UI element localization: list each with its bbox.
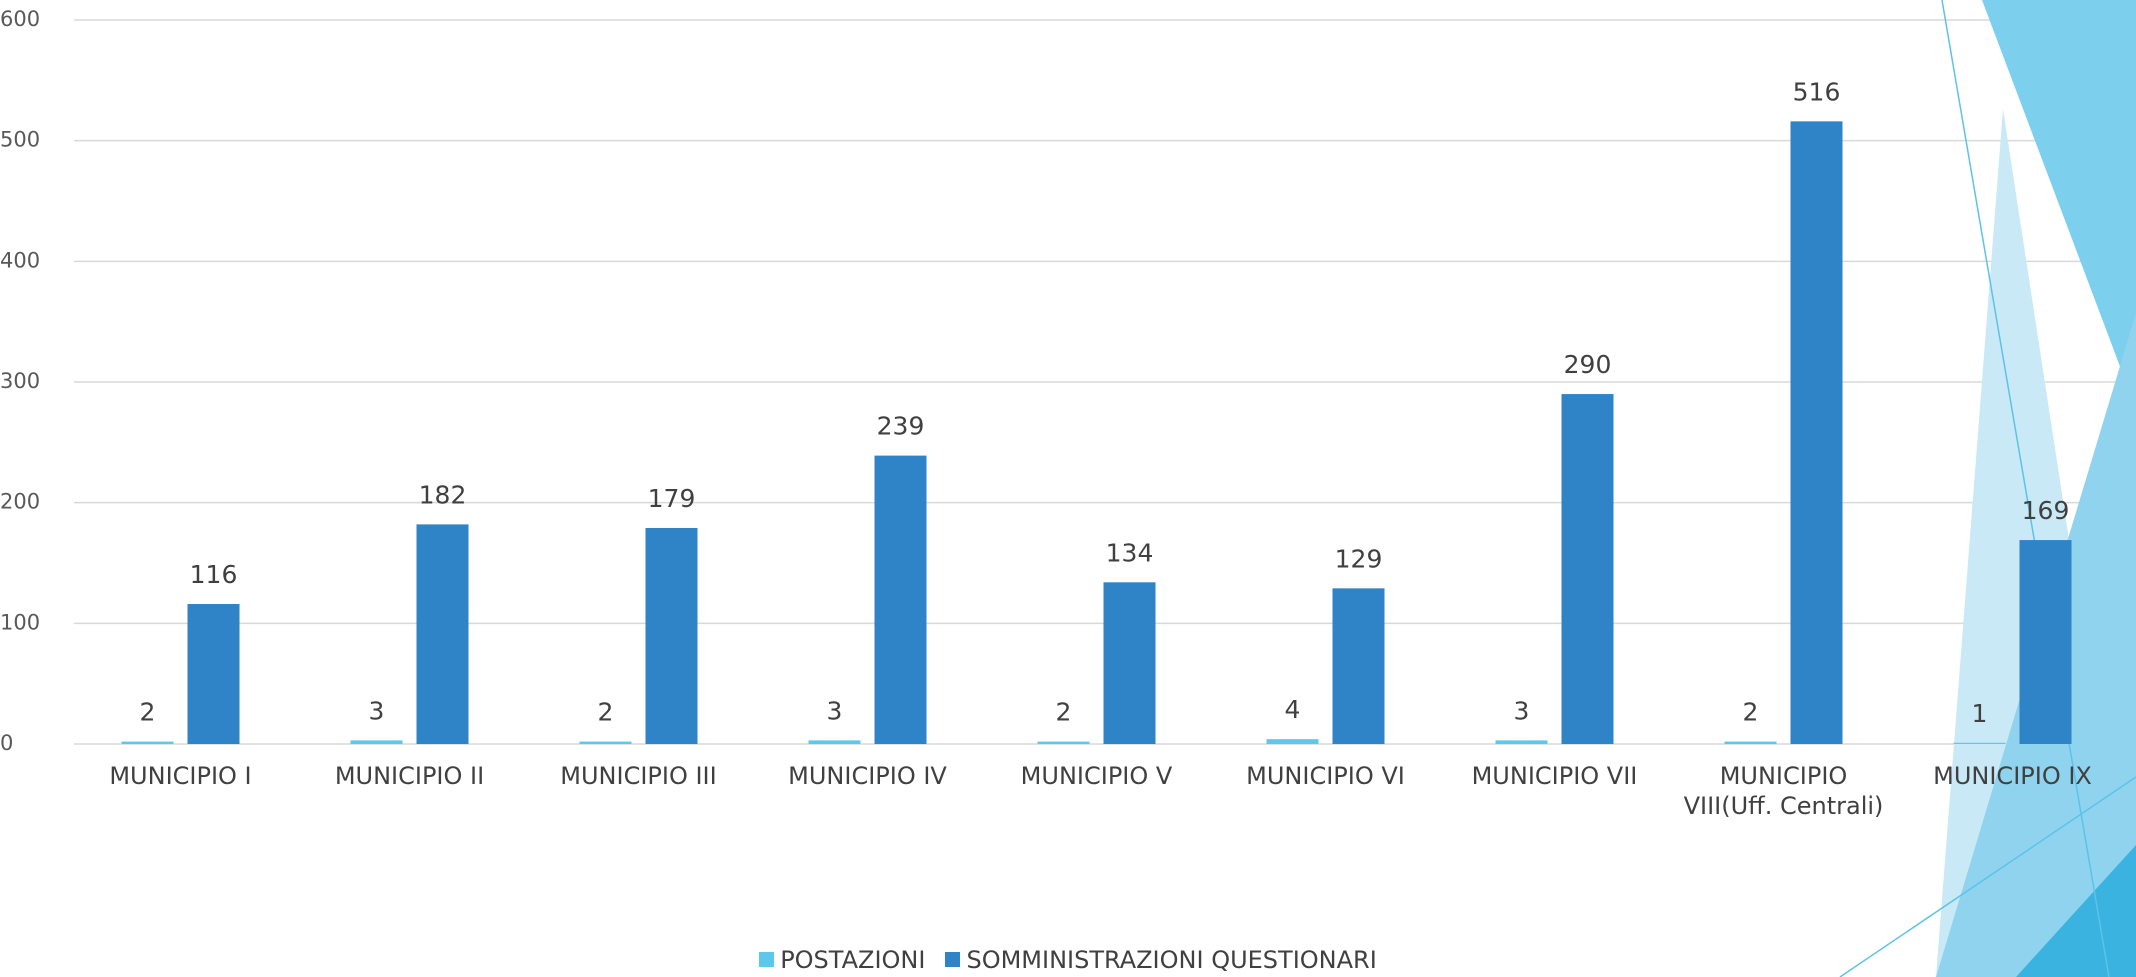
bar	[809, 740, 861, 744]
bar	[646, 528, 698, 744]
y-tick-label: 500	[0, 128, 40, 152]
chart: 0 100 200 300 400 500 600 2 116 3 182 2 179 3 239 2 134 4…	[0, 0, 2136, 977]
bar	[417, 524, 469, 744]
bar	[188, 604, 240, 744]
bar	[1333, 588, 1385, 744]
x-tick-label: MUNICIPIO IV	[761, 761, 974, 791]
bar	[2020, 540, 2072, 744]
bar	[1267, 739, 1319, 744]
bar	[1038, 742, 1090, 744]
legend-label: SOMMINISTRAZIONI QUESTIONARI	[966, 946, 1376, 974]
bar	[351, 740, 403, 744]
bar	[122, 742, 174, 744]
value-label: 179	[648, 484, 696, 513]
value-label: 516	[1793, 77, 1841, 106]
legend-item: SOMMINISTRAZIONI QUESTIONARI	[945, 946, 1376, 974]
value-label: 3	[369, 696, 385, 725]
bar	[580, 742, 632, 744]
y-tick-label: 400	[0, 248, 40, 272]
value-label: 2	[598, 698, 614, 727]
bar	[1562, 394, 1614, 744]
bar	[875, 456, 927, 744]
y-tick-label: 100	[0, 610, 40, 634]
value-label: 134	[1106, 538, 1154, 567]
x-tick-label: MUNICIPIO VI	[1219, 761, 1432, 791]
value-label: 290	[1564, 350, 1612, 379]
x-tick-label: MUNICIPIO I	[74, 761, 287, 791]
y-tick-label: 600	[0, 7, 40, 31]
value-label: 239	[877, 412, 925, 441]
bar	[1954, 743, 2006, 744]
value-label: 182	[419, 480, 467, 509]
x-tick-label: MUNICIPIO V	[990, 761, 1203, 791]
value-label: 116	[190, 560, 238, 589]
x-tick-label: MUNICIPIO VII	[1448, 761, 1661, 791]
value-label: 1	[1972, 699, 1988, 728]
bar	[1791, 121, 1843, 744]
legend-swatch	[759, 952, 774, 967]
y-tick-label: 300	[0, 369, 40, 393]
value-label: 169	[2022, 496, 2070, 525]
y-tick-label: 200	[0, 490, 40, 514]
legend-label: POSTAZIONI	[780, 946, 925, 974]
x-tick-label: MUNICIPIO III	[532, 761, 745, 791]
legend-item: POSTAZIONI	[759, 946, 925, 974]
value-label: 3	[1514, 696, 1530, 725]
x-tick-label: MUNICIPIO II	[303, 761, 516, 791]
bar	[1104, 582, 1156, 744]
value-label: 2	[140, 698, 156, 727]
bar	[1725, 742, 1777, 744]
value-label: 3	[827, 696, 843, 725]
x-tick-label: MUNICIPIO IX	[1906, 761, 2119, 791]
bar	[1496, 740, 1548, 744]
x-tick-label: MUNICIPIO VIII(Uff. Centrali)	[1677, 761, 1890, 821]
y-tick-label: 0	[0, 731, 13, 755]
value-label: 129	[1335, 544, 1383, 573]
value-label: 2	[1743, 698, 1759, 727]
decoration	[1840, 0, 2136, 977]
page: 0 100 200 300 400 500 600 2 116 3 182 2 179 3 239 2 134 4…	[0, 0, 2136, 977]
value-label: 2	[1056, 698, 1072, 727]
value-label: 4	[1285, 695, 1301, 724]
legend: POSTAZIONI SOMMINISTRAZIONI QUESTIONARI	[0, 946, 2136, 974]
legend-swatch	[945, 952, 960, 967]
